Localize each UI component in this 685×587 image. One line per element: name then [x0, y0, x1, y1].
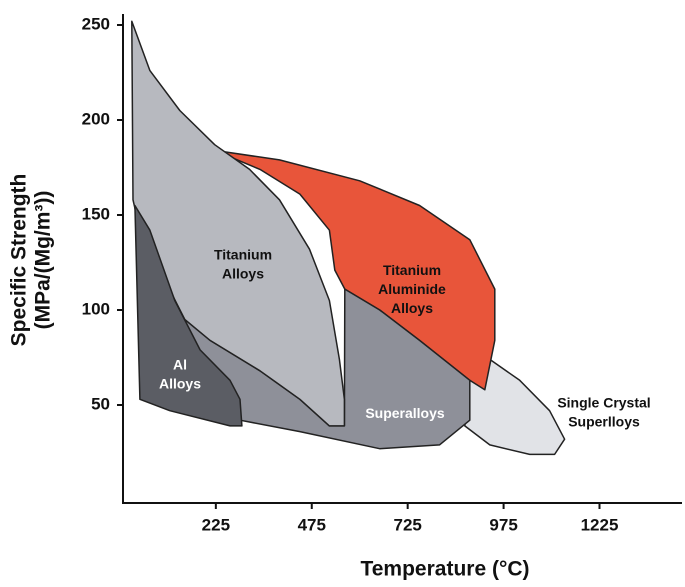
x-tick-label: 975 [489, 515, 517, 534]
x-tick-label: 725 [393, 515, 421, 534]
region-label-line: Superlloys [568, 413, 640, 429]
y-tick-label: 50 [91, 394, 110, 413]
x-tick-label: 475 [298, 515, 326, 534]
region-label-line: Titanium [214, 246, 272, 262]
y-tick-label: 150 [82, 204, 110, 223]
region-label: Al Alloys [159, 356, 201, 391]
x-tick-label: 1225 [581, 515, 619, 534]
x-axis-title: Temperature (°C) [360, 558, 529, 581]
region-label-line: Single Crystal [557, 394, 650, 410]
region [464, 358, 566, 456]
region-label-line: Alloys [391, 300, 433, 316]
region-label-line: Alloys [222, 265, 264, 281]
regions [131, 20, 566, 456]
region-label-line: Aluminide [378, 281, 446, 297]
region [134, 204, 243, 427]
region-label-line: Superalloys [365, 405, 445, 421]
region-label-line: Alloys [159, 375, 201, 391]
y-tick-label: 200 [82, 109, 110, 128]
region-label-line: Al [173, 356, 187, 372]
y-axis-title: Specific Strength [8, 174, 31, 347]
region-label: Single Crystal Superlloys [557, 394, 650, 429]
y-tick-label: 250 [82, 14, 110, 33]
region-label: Titanium Aluminide Alloys [378, 262, 446, 316]
region-label: Titanium Alloys [214, 246, 272, 281]
x-tick-label: 225 [202, 515, 230, 534]
y-tick-label: 100 [82, 299, 110, 318]
region-label-line: Titanium [383, 262, 441, 278]
y-axis-title: (MPa/(Mg/m³)) [32, 191, 55, 330]
region-label: Superalloys [365, 405, 445, 421]
